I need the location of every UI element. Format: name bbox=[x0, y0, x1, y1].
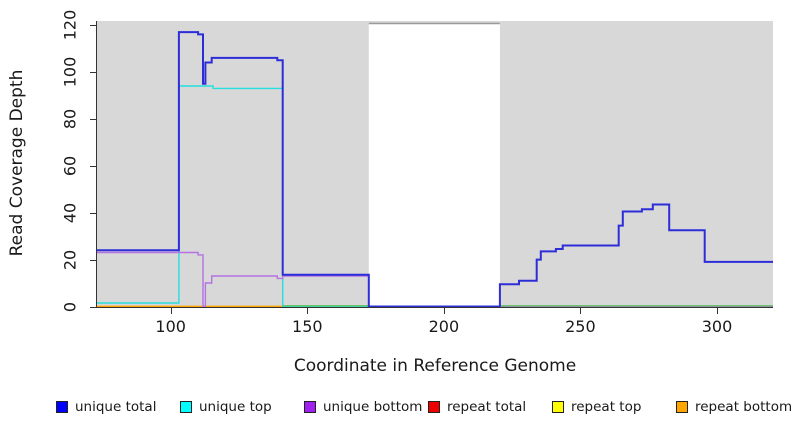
x-tick-label: 100 bbox=[155, 317, 186, 336]
y-tick bbox=[90, 25, 96, 26]
y-tick-label: 0 bbox=[60, 301, 80, 312]
y-tick-label: 120 bbox=[60, 9, 80, 41]
y-tick bbox=[90, 212, 96, 214]
legend-swatch-icon bbox=[676, 401, 688, 413]
x-tick bbox=[307, 308, 309, 314]
x-tick-label: 200 bbox=[428, 317, 460, 336]
legend-swatch-icon bbox=[552, 401, 564, 413]
series-line-unique-total bbox=[97, 31, 773, 307]
y-axis-line bbox=[96, 21, 97, 308]
y-axis-title: Read Coverage Depth bbox=[7, 69, 27, 257]
y-tick bbox=[90, 71, 96, 73]
legend-label: unique top bbox=[199, 399, 272, 415]
y-tick-label: 80 bbox=[60, 108, 80, 129]
legend-swatch-icon bbox=[428, 401, 440, 413]
x-axis-title: Coordinate in Reference Genome bbox=[293, 356, 577, 376]
y-tick-label: 100 bbox=[60, 56, 80, 88]
x-tick-label: 150 bbox=[292, 317, 323, 336]
y-tick-label: 60 bbox=[60, 155, 80, 176]
y-tick bbox=[90, 306, 96, 308]
x-tick-label: 250 bbox=[565, 317, 596, 336]
y-tick-label: 20 bbox=[60, 249, 80, 270]
x-tick bbox=[443, 308, 445, 314]
x-tick bbox=[580, 308, 582, 314]
y-tick-label: 40 bbox=[60, 202, 80, 223]
x-tick bbox=[170, 308, 172, 314]
x-tick-label: 300 bbox=[701, 317, 733, 336]
legend-label: repeat bottom bbox=[695, 399, 792, 415]
y-tick bbox=[90, 165, 96, 167]
gap-region bbox=[368, 23, 500, 307]
legend-label: repeat top bbox=[571, 399, 642, 415]
y-tick bbox=[90, 118, 96, 120]
legend-label: unique total bbox=[75, 399, 157, 415]
y-tick bbox=[90, 259, 96, 261]
x-axis-line bbox=[96, 307, 773, 308]
legend-swatch-icon bbox=[180, 401, 192, 413]
x-tick bbox=[717, 308, 718, 314]
legend-label: unique bottom bbox=[323, 399, 423, 415]
legend-label: repeat total bbox=[447, 399, 527, 415]
legend-swatch-icon bbox=[56, 401, 68, 413]
legend: unique total unique top unique bottom repea… bbox=[0, 396, 792, 422]
plot-area bbox=[97, 22, 773, 307]
legend-swatch-icon bbox=[304, 401, 316, 413]
series-line-unique-bottom bbox=[97, 251, 773, 307]
